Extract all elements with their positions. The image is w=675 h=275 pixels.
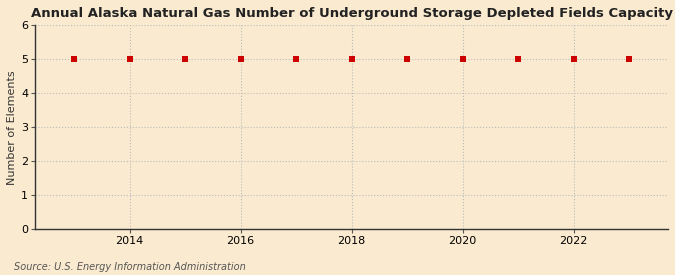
Point: [235, 57, 246, 61]
Y-axis label: Number of Elements: Number of Elements: [7, 70, 17, 185]
Text: Source: U.S. Energy Information Administration: Source: U.S. Energy Information Administ…: [14, 262, 245, 272]
Point: [624, 57, 634, 61]
Point: [568, 57, 579, 61]
Point: [346, 57, 357, 61]
Point: [180, 57, 190, 61]
Point: [457, 57, 468, 61]
Point: [291, 57, 302, 61]
Point: [124, 57, 135, 61]
Point: [402, 57, 412, 61]
Point: [513, 57, 524, 61]
Point: [69, 57, 80, 61]
Title: Annual Alaska Natural Gas Number of Underground Storage Depleted Fields Capacity: Annual Alaska Natural Gas Number of Unde…: [30, 7, 672, 20]
